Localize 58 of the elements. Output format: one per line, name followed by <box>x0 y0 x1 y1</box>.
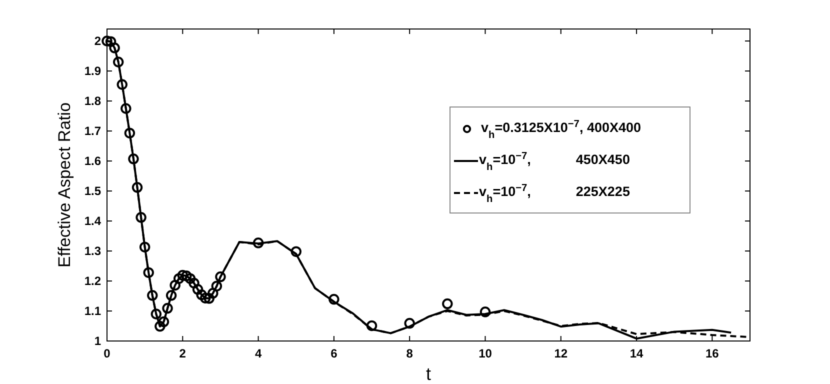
x-tick-label: 4 <box>254 346 262 361</box>
x-tick-label: 12 <box>554 346 568 361</box>
point <box>105 36 116 47</box>
point <box>290 246 302 257</box>
point <box>112 56 124 68</box>
x-tick-label: 2 <box>179 346 186 361</box>
point <box>170 280 180 291</box>
x-tick-label: 0 <box>104 346 111 361</box>
point <box>154 320 166 332</box>
point <box>252 238 264 248</box>
y-tick-label: 1.9 <box>84 64 102 78</box>
legend-label: v$_{h}$=0.3125X10$^{−7}$, 400X400 <box>481 118 641 140</box>
point <box>404 318 415 329</box>
point <box>147 290 158 301</box>
point <box>120 103 132 114</box>
point <box>442 298 453 310</box>
point <box>132 182 143 193</box>
point <box>208 288 218 299</box>
point <box>136 212 146 223</box>
point <box>366 320 378 332</box>
point <box>128 154 139 164</box>
point <box>173 273 184 284</box>
point <box>158 316 170 328</box>
point <box>215 271 226 282</box>
point <box>124 128 136 138</box>
point <box>196 289 207 300</box>
point <box>162 302 173 314</box>
point <box>139 242 150 252</box>
y-tick-label: 1.2 <box>84 274 102 288</box>
point <box>116 79 128 90</box>
y-tick-label: 1.3 <box>84 244 102 258</box>
point <box>328 294 340 305</box>
point <box>166 290 177 301</box>
point <box>143 267 154 278</box>
y-tick-label: 1.5 <box>84 184 102 198</box>
point <box>150 308 162 320</box>
x-axis-title: t <box>426 364 432 384</box>
y-tick-label: 1.6 <box>84 154 102 168</box>
point <box>480 306 491 318</box>
point <box>109 42 120 54</box>
point <box>211 280 222 292</box>
point <box>102 36 112 46</box>
x-tick-label: 8 <box>406 346 414 361</box>
x-tick-label: 14 <box>630 346 644 361</box>
x-tick-label: 10 <box>478 346 492 361</box>
y-tick-label: 1.7 <box>84 124 102 138</box>
y-tick-label: 1.1 <box>84 304 102 318</box>
x-tick-label: 16 <box>705 346 720 361</box>
y-tick-label: 1 <box>94 334 102 348</box>
legend-label: v$_{h}$=10$^{−7}$, 225X225 <box>479 182 630 204</box>
x-tick-label: 6 <box>330 346 338 361</box>
y-tick-label: 1.8 <box>84 94 102 108</box>
point <box>188 278 200 288</box>
y-tick-label: 1.4 <box>84 214 102 228</box>
y-axis-title: Effective Aspect Ratio <box>55 102 74 268</box>
y-tick-label: 2 <box>94 34 102 48</box>
legend-label: v$_{h}$=10$^{−7}$, 450X450 <box>479 150 630 172</box>
point <box>192 284 204 295</box>
